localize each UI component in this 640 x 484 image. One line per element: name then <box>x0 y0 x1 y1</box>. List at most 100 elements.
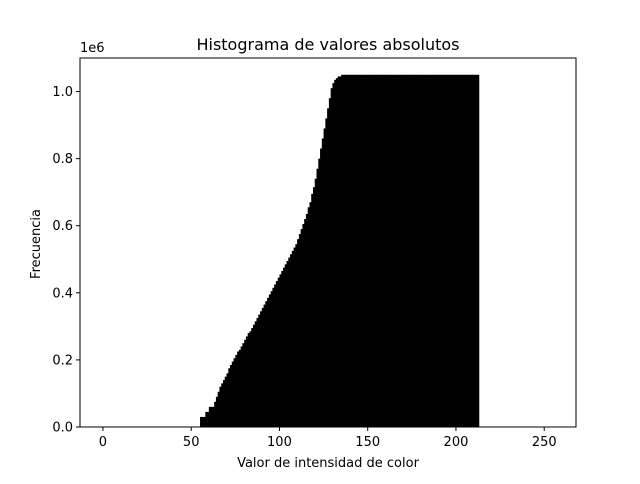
histogram-bar <box>281 271 284 427</box>
histogram-bar <box>260 311 263 427</box>
histogram-bar <box>205 411 208 427</box>
histogram-bar <box>477 74 480 428</box>
histogram-bar <box>265 301 268 427</box>
histogram-bar <box>268 294 271 427</box>
histogram-bar <box>309 202 312 427</box>
histogram-bar <box>413 74 416 428</box>
histogram-bar <box>332 83 335 427</box>
histogram-bar <box>282 267 286 427</box>
histogram-bar <box>397 74 400 428</box>
histogram-bar <box>374 74 377 428</box>
histogram-bar <box>395 74 399 428</box>
histogram-bar <box>318 158 321 427</box>
histogram-bar <box>307 207 310 427</box>
histogram-bar <box>230 364 233 427</box>
histogram-bar <box>450 74 453 428</box>
histogram-bar <box>270 291 273 427</box>
histogram-bar <box>364 74 367 428</box>
histogram-bar <box>279 274 282 427</box>
histogram-bar <box>212 406 215 427</box>
histogram-bar <box>330 88 333 427</box>
histogram-bar <box>404 74 407 428</box>
y-axis-offset-text: 1e6 <box>80 41 105 56</box>
histogram-bar <box>288 257 291 427</box>
histogram-bar <box>300 229 303 427</box>
histogram-bar <box>325 118 328 427</box>
histogram-bar <box>254 321 257 427</box>
histogram-bar <box>321 138 324 427</box>
histogram-bar <box>226 373 229 427</box>
histogram-bar <box>305 213 309 427</box>
histogram-bar <box>237 351 240 427</box>
histogram-bar <box>408 74 411 428</box>
bars-layer <box>200 74 480 428</box>
histogram-bar <box>383 74 386 428</box>
histogram-bar <box>267 297 270 427</box>
histogram-bar <box>411 74 414 428</box>
histogram-bar <box>277 277 280 427</box>
histogram-bar <box>235 354 238 427</box>
histogram-bar <box>293 247 296 427</box>
x-tick-label: 100 <box>267 435 292 450</box>
histogram-bar <box>274 284 277 427</box>
histogram-bar <box>272 287 275 427</box>
histogram-bar <box>433 74 436 428</box>
histogram-bar <box>468 74 471 428</box>
histogram-bar <box>473 74 476 428</box>
histogram-bar <box>286 260 289 427</box>
histogram-bar <box>238 349 241 427</box>
histogram-bar <box>367 74 370 428</box>
histogram-bar <box>470 74 473 428</box>
y-tick-label: 0.8 <box>52 152 73 167</box>
histogram-bar <box>263 304 266 427</box>
histogram-bar <box>222 380 226 427</box>
histogram-bar <box>403 74 406 428</box>
histogram-bar <box>252 324 256 427</box>
x-axis-label: Valor de intensidad de color <box>237 456 419 471</box>
histogram-bar <box>313 187 316 427</box>
histogram-bar <box>228 368 231 427</box>
histogram-bar <box>203 416 206 427</box>
histogram-bar <box>431 74 434 428</box>
x-tick-label: 200 <box>444 435 469 450</box>
histogram-bar <box>221 383 224 427</box>
histogram-bar <box>406 74 409 428</box>
histogram-bar <box>201 416 204 427</box>
histogram-bar <box>410 74 413 428</box>
histogram-bar <box>457 74 460 428</box>
histogram-bar <box>466 74 469 428</box>
histogram-bar <box>381 74 384 428</box>
y-tick-label: 1.0 <box>52 85 73 100</box>
histogram-bar <box>443 74 446 428</box>
histogram-bar <box>376 74 379 428</box>
histogram-bar <box>445 74 448 428</box>
histogram-bar <box>344 74 347 428</box>
histogram-bar <box>231 361 234 427</box>
x-tick-label: 0 <box>99 435 107 450</box>
y-axis-label: Frecuencia <box>29 209 44 279</box>
histogram-bar <box>304 219 307 427</box>
histogram-bar <box>459 74 462 428</box>
histogram-bar <box>471 74 474 428</box>
histogram-bar <box>242 343 245 427</box>
histogram-bar <box>371 74 374 428</box>
histogram-bar <box>454 74 457 428</box>
histogram-bar <box>348 74 351 428</box>
histogram-bar <box>417 74 420 428</box>
histogram-bar <box>420 74 423 428</box>
histogram-bar <box>427 74 430 428</box>
histogram-bar <box>388 74 392 428</box>
histogram-bar <box>422 74 425 428</box>
axes-layer: 0 50 100 150 200 250 0.0 0.2 0.4 0.6 0.8 1.0 <box>52 57 577 450</box>
histogram-bar <box>284 264 287 427</box>
histogram-bar <box>434 74 437 428</box>
histogram-bar <box>290 254 293 427</box>
histogram-bar <box>323 128 326 427</box>
histogram-bar <box>244 339 247 427</box>
histogram-bar <box>475 74 478 428</box>
histogram-bar <box>438 74 441 428</box>
histogram-bar <box>219 386 222 427</box>
histogram-bar <box>358 74 362 428</box>
